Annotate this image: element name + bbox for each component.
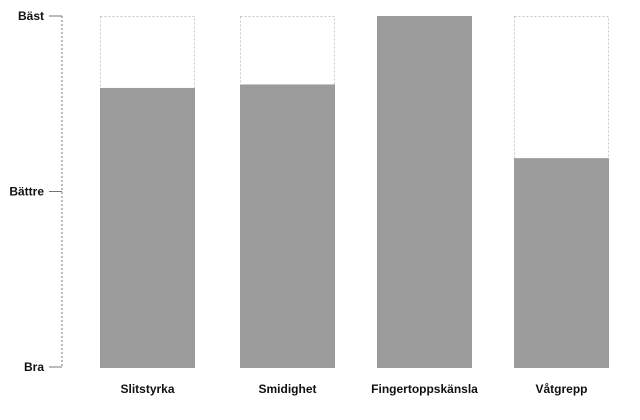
y-tick-label: Bättre [9,185,44,199]
x-tick-label: Slitstyrka [120,382,174,396]
bars [100,16,609,368]
x-tick-label: Fingertoppskänsla [371,382,478,396]
y-tick-label: Bra [24,360,44,374]
bar-våtgrepp [514,158,609,368]
x-tick-label: Smidighet [258,382,316,396]
bar-fingertoppskänsla [377,16,472,368]
y-axis: Bra Bättre Bäst [9,9,63,374]
bar-slitstyrka [100,87,195,368]
x-axis-labels: Slitstyrka Smidighet Fingertoppskänsla Våtg… [120,382,587,396]
bar-smidighet [240,84,335,368]
y-tick-label: Bäst [18,9,44,23]
x-tick-label: Våtgrepp [535,382,587,396]
